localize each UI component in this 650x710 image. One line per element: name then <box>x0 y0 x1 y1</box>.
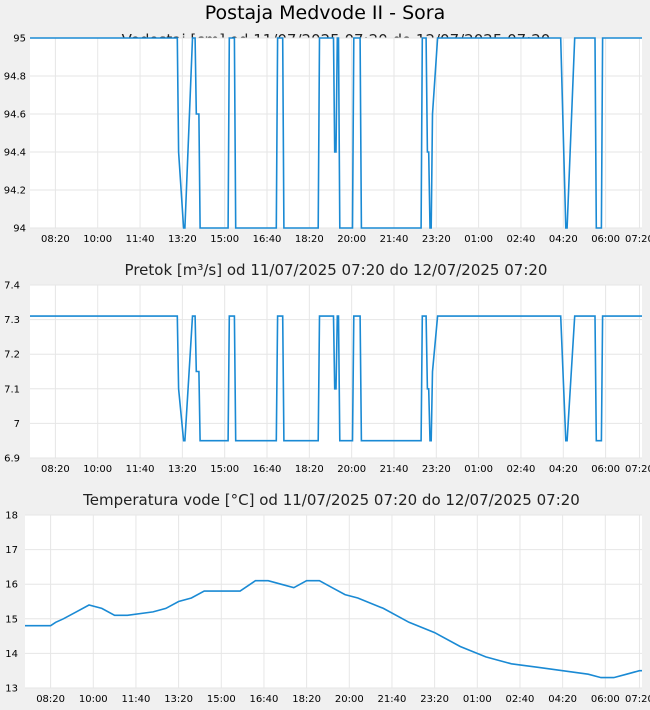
x-tick-label: 13:20 <box>164 694 193 705</box>
y-tick-label: 13 <box>5 684 18 695</box>
chart-panel-3: Temperatura vode [°C] od 11/07/2025 07:2… <box>5 491 650 705</box>
x-tick-label: 16:40 <box>253 234 282 245</box>
y-tick-label: 94.6 <box>4 110 26 121</box>
chart-title: Pretok [m³/s] od 11/07/2025 07:20 do 12/… <box>125 261 548 279</box>
x-tick-label: 02:40 <box>506 694 535 705</box>
y-tick-label: 7.3 <box>4 315 20 326</box>
x-tick-label: 23:20 <box>420 694 449 705</box>
x-tick-label: 04:20 <box>549 464 578 475</box>
x-tick-label: 11:40 <box>122 694 151 705</box>
y-tick-label: 94.8 <box>4 72 26 83</box>
page-title: Postaja Medvode II - Sora <box>204 2 446 24</box>
x-tick-label: 18:20 <box>295 464 324 475</box>
x-tick-label: 04:20 <box>549 234 578 245</box>
chart-panel-2: Pretok [m³/s] od 11/07/2025 07:20 do 12/… <box>4 261 650 475</box>
x-tick-label: 06:00 <box>591 694 620 705</box>
y-tick-label: 17 <box>5 545 18 556</box>
x-tick-label: 16:40 <box>253 464 282 475</box>
x-tick-label: 21:40 <box>378 694 407 705</box>
x-tick-label: 01:00 <box>463 694 492 705</box>
y-tick-label: 95 <box>13 34 26 45</box>
x-tick-label: 11:40 <box>126 234 155 245</box>
x-tick-label: 20:00 <box>337 234 366 245</box>
x-tick-label: 23:20 <box>422 234 451 245</box>
chart-title: Temperatura vode [°C] od 11/07/2025 07:2… <box>82 491 580 509</box>
x-tick-label: 18:20 <box>295 234 324 245</box>
series-line <box>30 315 642 442</box>
x-tick-label: 20:00 <box>335 694 364 705</box>
y-tick-label: 7.1 <box>4 384 20 395</box>
x-tick-label: 04:20 <box>548 694 577 705</box>
x-tick-label: 10:00 <box>83 464 112 475</box>
x-tick-label: 01:00 <box>464 234 493 245</box>
y-tick-label: 7.2 <box>4 350 20 361</box>
y-tick-label: 94 <box>13 224 26 235</box>
x-tick-label: 08:20 <box>36 694 65 705</box>
x-tick-label: 18:20 <box>292 694 321 705</box>
y-tick-label: 7 <box>14 419 20 430</box>
x-tick-label: 13:20 <box>168 234 197 245</box>
x-tick-label: 21:40 <box>380 234 409 245</box>
x-tick-label: 15:00 <box>210 234 239 245</box>
x-tick-label: 02:40 <box>507 464 536 475</box>
x-tick-label: 08:20 <box>41 464 70 475</box>
series-line <box>25 579 642 679</box>
x-tick-label: 15:00 <box>207 694 236 705</box>
y-tick-label: 7.4 <box>4 281 20 292</box>
y-tick-label: 6.9 <box>4 454 20 465</box>
x-tick-label: 10:00 <box>83 234 112 245</box>
y-tick-label: 15 <box>5 614 18 625</box>
y-tick-label: 14 <box>5 649 18 660</box>
plot-area <box>25 515 642 688</box>
x-tick-label: 16:40 <box>250 694 279 705</box>
x-tick-label: 07:20 <box>625 234 650 245</box>
series-line <box>30 37 642 229</box>
x-tick-label: 10:00 <box>79 694 108 705</box>
x-tick-label: 20:00 <box>337 464 366 475</box>
x-tick-label: 06:00 <box>591 464 620 475</box>
x-tick-label: 13:20 <box>168 464 197 475</box>
x-tick-label: 15:00 <box>210 464 239 475</box>
y-tick-label: 18 <box>5 511 18 522</box>
x-tick-label: 06:00 <box>591 234 620 245</box>
x-tick-label: 11:40 <box>126 464 155 475</box>
x-tick-label: 07:20 <box>625 694 650 705</box>
x-tick-label: 08:20 <box>41 234 70 245</box>
y-tick-label: 94.2 <box>4 186 26 197</box>
x-tick-label: 23:20 <box>422 464 451 475</box>
y-tick-label: 16 <box>5 580 18 591</box>
chart-panel-1: Vodostaj [cm] od 11/07/2025 07:20 do 12/… <box>4 31 650 245</box>
y-tick-label: 94.4 <box>4 148 26 159</box>
x-tick-label: 07:20 <box>625 464 650 475</box>
x-tick-label: 01:00 <box>464 464 493 475</box>
x-tick-label: 02:40 <box>507 234 536 245</box>
x-tick-label: 21:40 <box>380 464 409 475</box>
